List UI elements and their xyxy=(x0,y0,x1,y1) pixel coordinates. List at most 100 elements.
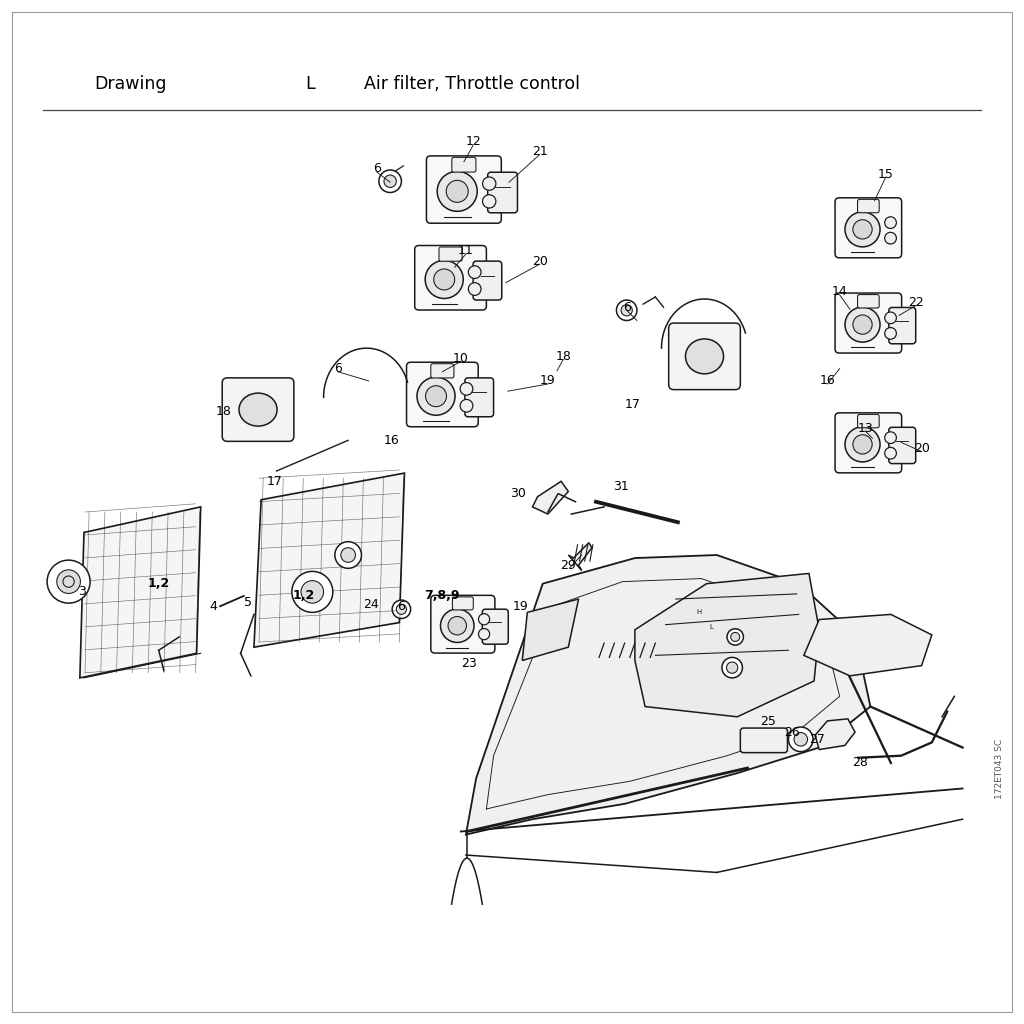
Circle shape xyxy=(449,616,467,635)
FancyBboxPatch shape xyxy=(857,415,880,428)
Circle shape xyxy=(722,657,742,678)
FancyBboxPatch shape xyxy=(889,307,915,344)
FancyBboxPatch shape xyxy=(857,295,880,308)
Circle shape xyxy=(460,399,473,412)
Circle shape xyxy=(425,260,463,299)
FancyBboxPatch shape xyxy=(889,427,915,464)
Text: 12: 12 xyxy=(465,135,481,147)
Circle shape xyxy=(482,195,496,208)
FancyBboxPatch shape xyxy=(835,293,902,353)
Circle shape xyxy=(482,177,496,190)
Text: 10: 10 xyxy=(453,352,469,365)
Text: 15: 15 xyxy=(878,168,894,180)
FancyBboxPatch shape xyxy=(465,378,494,417)
Text: 1,2: 1,2 xyxy=(147,578,170,590)
Circle shape xyxy=(56,569,81,594)
Text: 19: 19 xyxy=(540,375,556,387)
Circle shape xyxy=(621,305,632,315)
FancyBboxPatch shape xyxy=(407,362,478,427)
Circle shape xyxy=(392,600,411,618)
Text: 28: 28 xyxy=(852,757,868,769)
FancyBboxPatch shape xyxy=(431,364,454,378)
Text: 11: 11 xyxy=(458,245,474,257)
Circle shape xyxy=(301,581,324,603)
Circle shape xyxy=(853,315,872,334)
Circle shape xyxy=(478,613,489,625)
Circle shape xyxy=(446,180,468,203)
Circle shape xyxy=(885,447,896,459)
Text: Air filter, Throttle control: Air filter, Throttle control xyxy=(364,75,580,93)
FancyBboxPatch shape xyxy=(487,172,517,213)
FancyBboxPatch shape xyxy=(835,198,902,258)
Text: 14: 14 xyxy=(831,286,848,298)
FancyBboxPatch shape xyxy=(415,246,486,310)
FancyBboxPatch shape xyxy=(452,158,476,172)
FancyBboxPatch shape xyxy=(473,261,502,300)
Text: 6: 6 xyxy=(334,362,342,375)
Text: 13: 13 xyxy=(857,422,873,434)
Circle shape xyxy=(460,383,473,395)
Text: L: L xyxy=(710,624,714,630)
Text: 6: 6 xyxy=(623,301,631,313)
Circle shape xyxy=(845,307,880,342)
Circle shape xyxy=(853,220,872,239)
Circle shape xyxy=(468,283,481,295)
Text: 22: 22 xyxy=(908,296,925,308)
Circle shape xyxy=(437,171,477,211)
Circle shape xyxy=(616,300,637,321)
Polygon shape xyxy=(532,481,568,514)
FancyBboxPatch shape xyxy=(222,378,294,441)
Text: L: L xyxy=(305,75,314,93)
Polygon shape xyxy=(522,599,579,660)
Text: 16: 16 xyxy=(383,434,399,446)
Circle shape xyxy=(440,609,474,642)
Circle shape xyxy=(47,560,90,603)
Text: 27: 27 xyxy=(809,733,825,745)
Text: 26: 26 xyxy=(783,726,800,738)
Text: 21: 21 xyxy=(531,145,548,158)
Circle shape xyxy=(384,175,396,187)
Text: 7,8,9: 7,8,9 xyxy=(425,590,460,602)
Text: H: H xyxy=(696,609,702,615)
Circle shape xyxy=(63,575,75,588)
Text: 6: 6 xyxy=(397,600,406,612)
Text: 18: 18 xyxy=(555,350,571,362)
FancyBboxPatch shape xyxy=(857,200,880,213)
Polygon shape xyxy=(80,507,201,678)
Text: 23: 23 xyxy=(461,657,477,670)
Text: 31: 31 xyxy=(612,480,629,493)
Text: 20: 20 xyxy=(913,442,930,455)
Text: 19: 19 xyxy=(512,600,528,612)
Text: 16: 16 xyxy=(819,375,836,387)
Text: 1,2: 1,2 xyxy=(293,590,315,602)
Circle shape xyxy=(417,377,455,416)
Circle shape xyxy=(845,427,880,462)
Text: Drawing: Drawing xyxy=(94,75,167,93)
Circle shape xyxy=(379,170,401,193)
Circle shape xyxy=(885,312,896,324)
Circle shape xyxy=(341,548,355,562)
FancyBboxPatch shape xyxy=(482,609,508,644)
Circle shape xyxy=(885,232,896,244)
Circle shape xyxy=(794,732,808,746)
Text: 30: 30 xyxy=(510,487,526,500)
Ellipse shape xyxy=(239,393,278,426)
Text: 3: 3 xyxy=(78,586,86,598)
Polygon shape xyxy=(815,719,855,750)
FancyBboxPatch shape xyxy=(426,156,502,223)
Circle shape xyxy=(434,269,455,290)
Polygon shape xyxy=(635,573,819,717)
Text: 29: 29 xyxy=(560,559,577,571)
Circle shape xyxy=(335,542,361,568)
FancyBboxPatch shape xyxy=(835,413,902,473)
Text: 24: 24 xyxy=(362,598,379,610)
Polygon shape xyxy=(254,473,404,647)
Circle shape xyxy=(727,629,743,645)
FancyBboxPatch shape xyxy=(740,728,787,753)
Polygon shape xyxy=(568,543,592,570)
Circle shape xyxy=(727,663,737,674)
Circle shape xyxy=(292,571,333,612)
Polygon shape xyxy=(466,555,870,835)
Circle shape xyxy=(885,328,896,339)
Circle shape xyxy=(788,727,813,752)
